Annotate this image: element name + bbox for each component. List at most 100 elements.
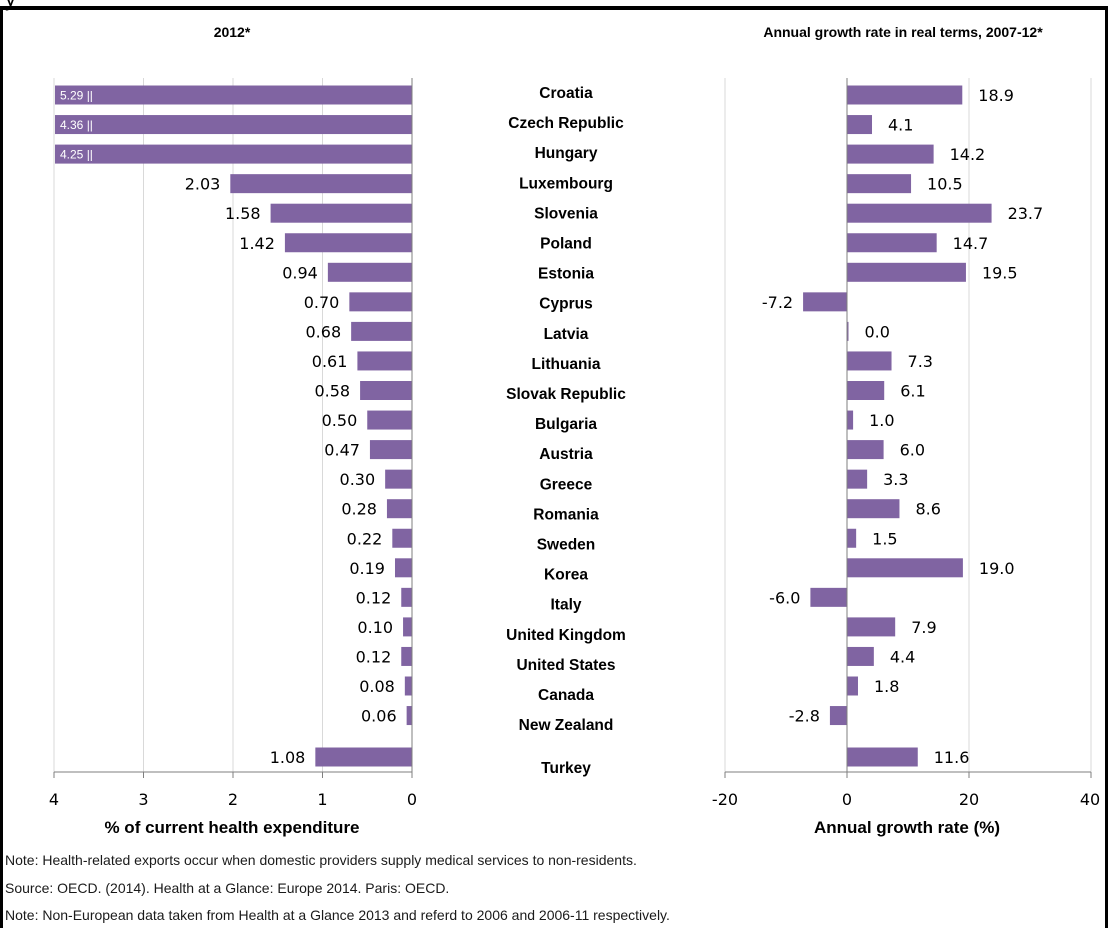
right-bar <box>847 676 858 696</box>
left-bar <box>230 174 412 194</box>
left-bar <box>327 262 412 282</box>
left-bar-value-label: 0.47 <box>324 441 360 460</box>
right-bar-value-label: -6.0 <box>769 588 800 607</box>
right-bar <box>847 747 918 767</box>
left-bar <box>55 144 412 164</box>
category-label: Austria <box>539 446 593 463</box>
right-bar <box>829 706 847 726</box>
category-label: Hungary <box>535 145 598 162</box>
left-bar <box>55 85 412 105</box>
right-bar-value-label: 1.5 <box>872 529 897 548</box>
left-bar-value-label: 0.19 <box>349 559 385 578</box>
category-label: Estonia <box>538 266 594 283</box>
right-bar-value-label: 19.5 <box>982 263 1018 282</box>
right-bar <box>847 115 873 135</box>
left-bar-value-label: 0.70 <box>304 293 340 312</box>
right-bar-value-label: 8.6 <box>915 500 940 519</box>
right-tick-label: 20 <box>959 790 979 809</box>
left-tick-label: 0 <box>407 790 417 809</box>
left-bar-value-label: 0.12 <box>356 588 392 607</box>
category-label: Italy <box>550 597 581 614</box>
category-label: Lithuania <box>532 356 601 373</box>
right-bar <box>847 440 884 460</box>
left-bar <box>404 676 412 696</box>
left-x-axis-label: % of current health expenditure <box>104 818 359 837</box>
left-bar-value-label: 0.94 <box>282 263 318 282</box>
category-label: Korea <box>544 567 588 584</box>
right-bar-value-label: 19.0 <box>979 559 1015 578</box>
category-label: Bulgaria <box>535 416 597 433</box>
left-bar-value-label: 1.42 <box>239 234 275 253</box>
right-bar <box>847 144 934 164</box>
right-bar <box>803 292 847 312</box>
right-tick-label: -20 <box>712 790 738 809</box>
left-bar-value-label: 0.22 <box>347 529 383 548</box>
right-bar <box>847 85 963 105</box>
left-bar-value-label: 0.28 <box>341 500 377 519</box>
right-bar-value-label: 4.1 <box>888 116 913 135</box>
right-x-axis-label: Annual growth rate (%) <box>814 818 1000 837</box>
category-label: Slovenia <box>534 205 598 222</box>
category-label: Slovak Republic <box>506 386 626 403</box>
category-label: Poland <box>540 236 592 253</box>
right-bar-value-label: 1.8 <box>874 677 899 696</box>
right-bar <box>847 558 963 578</box>
category-label: United States <box>516 657 615 674</box>
category-label: Turkey <box>541 760 591 777</box>
right-bar-value-label: 10.5 <box>927 175 963 194</box>
right-bar <box>847 321 849 341</box>
right-tick-label: 40 <box>1080 790 1100 809</box>
left-tick-label: 2 <box>228 790 238 809</box>
left-bar-value-label: 0.68 <box>306 322 342 341</box>
left-bar-value-label: 0.61 <box>312 352 348 371</box>
left-bar <box>315 747 412 767</box>
right-chart-title: Annual growth rate in real terms, 2007-1… <box>763 24 1043 40</box>
right-bar <box>847 174 912 194</box>
left-bar-value-label: 0.06 <box>361 707 397 726</box>
right-bar-value-label: 7.3 <box>908 352 933 371</box>
left-bar <box>357 351 412 371</box>
left-bar-value-label: 0.12 <box>356 647 392 666</box>
left-bar-value-label: 5.29 || <box>60 89 93 103</box>
left-tick-label: 1 <box>317 790 327 809</box>
right-bar-value-label: 14.2 <box>950 145 986 164</box>
right-bar <box>847 381 885 400</box>
right-bar <box>847 617 896 637</box>
left-bar <box>403 617 412 637</box>
left-chart-title: 2012* <box>214 24 251 40</box>
right-bar-value-label: 6.0 <box>900 441 925 460</box>
right-bar-value-label: 0.0 <box>865 322 890 341</box>
category-label: Cyprus <box>539 296 592 313</box>
right-bar-value-label: -2.8 <box>789 707 820 726</box>
right-bar <box>847 528 857 548</box>
category-label: Croatia <box>539 85 593 102</box>
category-label: United Kingdom <box>506 627 626 644</box>
right-bar <box>847 469 868 489</box>
left-bar-value-label: 1.58 <box>225 204 261 223</box>
country-labels: Croatia Czech Republic Hungary Luxembourg Sl… <box>506 85 626 777</box>
right-bar-value-label: 4.4 <box>890 647 915 666</box>
category-label: Romania <box>533 506 599 523</box>
left-bar <box>55 115 412 135</box>
right-gridlines <box>724 78 1092 772</box>
category-label: Greece <box>540 476 593 493</box>
left-bar-value-label: 1.08 <box>270 748 306 767</box>
left-bar <box>351 321 412 341</box>
right-x-axis: -20 0 20 40 <box>712 78 1100 809</box>
left-bar-value-label: 0.10 <box>357 618 393 637</box>
right-bar-value-label: 11.6 <box>934 748 970 767</box>
right-bar-value-label: 18.9 <box>978 86 1014 105</box>
left-bar-series: 5.29 || 4.36 || 4.25 || 2.031.58 1.42 0.94 0.7… <box>55 85 412 767</box>
right-bar-value-label: 14.7 <box>953 234 989 253</box>
right-bar-value-label: 1.0 <box>869 411 894 430</box>
left-bar-value-label: 0.08 <box>359 677 395 696</box>
left-bar <box>392 528 412 548</box>
left-bar-value-label: 2.03 <box>185 175 221 194</box>
left-bar <box>401 587 412 607</box>
left-bar <box>406 706 412 726</box>
right-bar-series: 18.9 4.1 14.2 10.5 23.7 14.7 19.5 -7.2 0.0 7.3 6.1… <box>762 85 1043 767</box>
left-bar <box>386 499 412 519</box>
left-x-axis: 4 3 2 1 0 <box>49 78 417 809</box>
